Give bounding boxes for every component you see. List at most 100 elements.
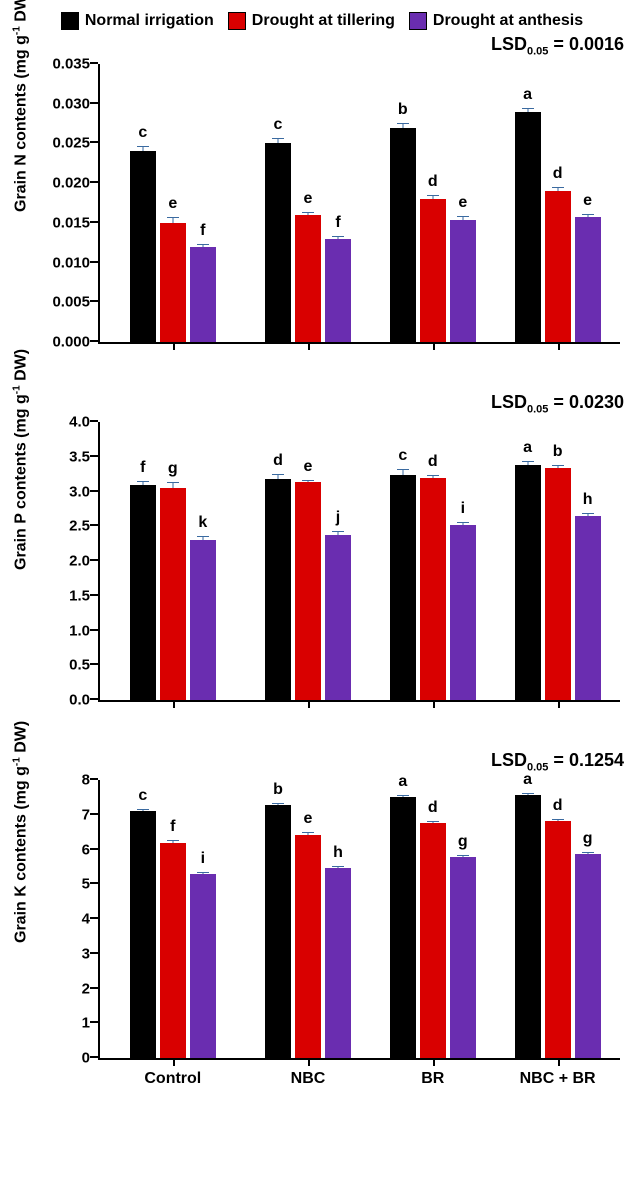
bar <box>545 191 571 342</box>
bar-letter-label: f <box>170 818 175 836</box>
bar-wrap: g <box>450 857 476 1058</box>
y-axis-label: Grain N contents (mg g-1 DW) <box>11 194 30 212</box>
bar <box>545 468 571 700</box>
y-tick <box>90 952 98 954</box>
bar-wrap: d <box>420 823 446 1058</box>
bar <box>420 478 446 700</box>
x-tick <box>308 1058 310 1066</box>
bar-wrap: i <box>450 525 476 700</box>
bar <box>390 475 416 700</box>
y-tick-label: 0.015 <box>52 214 90 231</box>
bar-letter-label: d <box>428 799 438 817</box>
y-tick <box>90 181 98 183</box>
plot-frame: 012345678cfibehadgadgControlNBCBRNBC + B… <box>98 780 620 1060</box>
bar-letter-label: a <box>523 439 532 457</box>
bar-wrap: e <box>295 215 321 342</box>
bar <box>390 128 416 342</box>
x-tick <box>173 342 175 350</box>
bar-wrap: f <box>190 247 216 342</box>
y-tick <box>90 778 98 780</box>
legend-item: Normal irrigation <box>61 12 214 30</box>
y-tick <box>90 102 98 104</box>
bar-wrap: j <box>325 535 351 700</box>
bar-wrap: c <box>390 475 416 700</box>
legend: Normal irrigationDrought at tilleringDro… <box>12 12 632 30</box>
lsd-value: 0.1254 <box>569 750 624 770</box>
bar-letter-label: g <box>583 830 593 848</box>
bar <box>265 143 291 342</box>
bar-wrap: c <box>265 143 291 342</box>
bar-wrap: d <box>420 478 446 700</box>
lsd-annotation: LSD0.05 = 0.0016 <box>491 34 624 58</box>
y-tick <box>90 221 98 223</box>
bar-letter-label: f <box>335 214 340 232</box>
bar-letter-label: h <box>583 491 593 509</box>
bar-letter-label: e <box>304 190 313 208</box>
plot-area: fgkdejcdiabh <box>100 422 620 700</box>
bar-letter-label: c <box>398 447 407 465</box>
y-tick-label: 0 <box>82 1050 90 1067</box>
bar <box>190 540 216 700</box>
bar-group: cef <box>121 151 225 342</box>
bar-wrap: e <box>450 220 476 342</box>
y-tick <box>90 261 98 263</box>
x-category-label: NBC + BR <box>520 1070 596 1088</box>
y-tick-label: 1 <box>82 1015 90 1032</box>
bar-wrap: f <box>130 485 156 700</box>
plot-area: cfibehadgadg <box>100 780 620 1058</box>
plot-frame: 0.0000.0050.0100.0150.0200.0250.0300.035… <box>98 64 620 344</box>
y-tick-label: 2.0 <box>69 553 90 570</box>
bar <box>575 854 601 1058</box>
bar-group: cdi <box>381 475 485 700</box>
y-tick <box>90 1021 98 1023</box>
x-tick <box>308 700 310 708</box>
bar <box>575 516 601 700</box>
y-tick-label: 4.0 <box>69 414 90 431</box>
bar <box>450 220 476 342</box>
bar-letter-label: e <box>458 194 467 212</box>
chart-panel-grain-n: LSD0.05 = 0.0016Grain N contents (mg g-1… <box>12 38 632 368</box>
plot-frame: 0.00.51.01.52.02.53.03.54.0fgkdejcdiabh <box>98 422 620 702</box>
x-tick <box>558 342 560 350</box>
bar-wrap: d <box>265 479 291 700</box>
bar-letter-label: f <box>200 222 205 240</box>
y-tick <box>90 300 98 302</box>
bar-letter-label: g <box>168 460 178 478</box>
bar-letter-label: b <box>273 781 283 799</box>
y-tick <box>90 455 98 457</box>
x-category-label: Control <box>144 1070 201 1088</box>
y-tick-label: 0.020 <box>52 175 90 192</box>
y-tick <box>90 698 98 700</box>
y-tick <box>90 524 98 526</box>
bar <box>515 112 541 342</box>
y-tick-label: 2.5 <box>69 518 90 535</box>
x-tick <box>173 1058 175 1066</box>
lsd-annotation: LSD0.05 = 0.1254 <box>491 750 624 774</box>
y-tick-label: 7 <box>82 806 90 823</box>
bar-wrap: e <box>160 223 186 342</box>
lsd-sub: 0.05 <box>527 404 548 416</box>
bar-group: ade <box>506 112 610 342</box>
y-tick <box>90 629 98 631</box>
bar-wrap: e <box>575 217 601 342</box>
bar-wrap: k <box>190 540 216 700</box>
bar-letter-label: d <box>428 453 438 471</box>
legend-label: Normal irrigation <box>85 12 214 30</box>
y-tick <box>90 420 98 422</box>
bar-letter-label: e <box>168 195 177 213</box>
bar-letter-label: i <box>461 500 465 518</box>
bar-wrap: e <box>295 482 321 700</box>
x-tick <box>558 1058 560 1066</box>
y-tick-label: 6 <box>82 841 90 858</box>
y-tick-label: 8 <box>82 772 90 789</box>
y-tick <box>90 987 98 989</box>
legend-item: Drought at anthesis <box>409 12 583 30</box>
x-tick <box>433 342 435 350</box>
bar-group: beh <box>256 805 360 1058</box>
y-tick-label: 0.025 <box>52 135 90 152</box>
y-tick <box>90 1056 98 1058</box>
bar-wrap: d <box>545 821 571 1058</box>
legend-swatch <box>409 12 427 30</box>
lsd-value: 0.0016 <box>569 34 624 54</box>
y-tick <box>90 340 98 342</box>
